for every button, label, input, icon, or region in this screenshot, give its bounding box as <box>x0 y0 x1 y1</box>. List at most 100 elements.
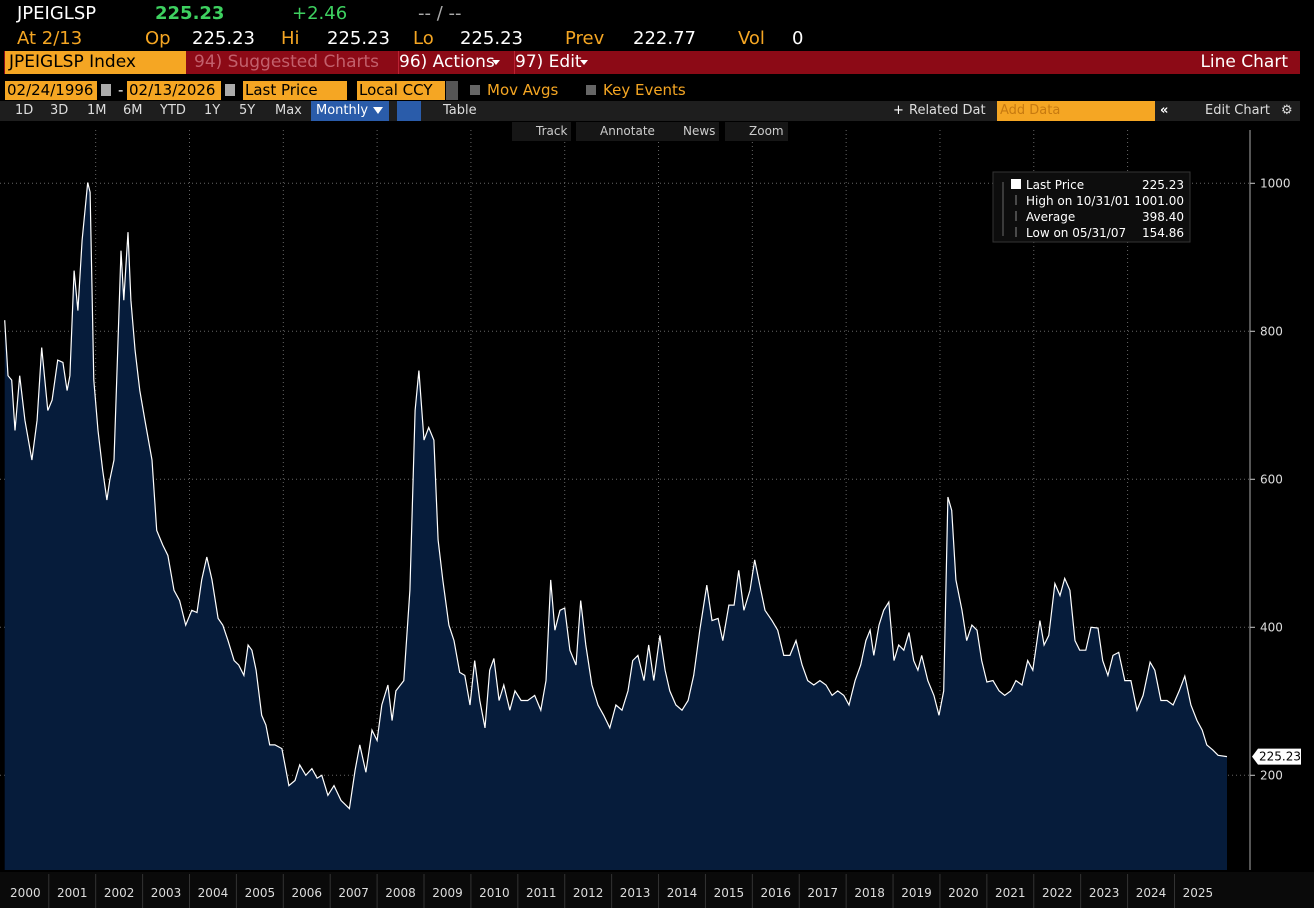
plus-icon: + <box>893 103 904 118</box>
ticker: JPEIGLSP <box>17 3 97 24</box>
legend-label: Average <box>1026 210 1075 224</box>
settings-icon[interactable]: ⚙ <box>1281 103 1293 118</box>
dropdown-icon <box>580 60 588 69</box>
x-tick-label: 2021 <box>995 886 1026 900</box>
change: +2.46 <box>292 3 348 24</box>
legend-label: Low on 05/31/07 <box>1026 226 1126 240</box>
x-tick-label: 2025 <box>1183 886 1214 900</box>
label: Vol <box>738 28 765 49</box>
calendar-icon[interactable] <box>225 84 235 96</box>
x-tick-label: 2019 <box>901 886 932 900</box>
y-tick-label: 1000 <box>1260 176 1291 190</box>
y-tick-label: 600 <box>1260 472 1283 486</box>
x-tick-label: 2020 <box>948 886 979 900</box>
collapse-icon[interactable]: « <box>1160 103 1169 118</box>
legend-box <box>992 171 1191 243</box>
price: 225.23 <box>155 3 225 24</box>
x-tick-label: 2016 <box>761 886 792 900</box>
x-tick-label: 2003 <box>151 886 182 900</box>
range-button[interactable]: 1M <box>87 103 107 118</box>
chart-tool[interactable]: News <box>659 122 720 141</box>
at-date: At 2/13 <box>17 28 83 49</box>
end-date[interactable]: 02/13/2026 <box>127 81 221 100</box>
x-tick-label: 2008 <box>385 886 416 900</box>
chart: 200 400 600 800 1000 2000 2001 2002 2003 2004 2005… <box>0 130 1314 908</box>
security-field[interactable]: JPEIGLSP Index <box>5 51 186 74</box>
x-tick-label: 2017 <box>807 886 838 900</box>
mov-avgs[interactable]: Mov Avgs <box>487 81 559 99</box>
value: 0 <box>792 28 804 49</box>
label: Hi <box>281 28 300 49</box>
range-button[interactable]: YTD <box>160 103 186 118</box>
legend-value: 225.23 <box>1142 178 1184 192</box>
field-select[interactable]: Last Price <box>243 81 347 100</box>
x-tick-label: 2009 <box>432 886 463 900</box>
y-tick-label: 200 <box>1260 768 1283 782</box>
time: -- / -- <box>418 3 462 24</box>
x-tick-label: 2000 <box>10 886 41 900</box>
label: Lo <box>413 28 434 49</box>
checkbox[interactable] <box>470 85 480 95</box>
range-button[interactable]: Max <box>275 103 302 118</box>
chart-tool[interactable]: Track <box>512 122 572 141</box>
value: 225.23 <box>460 28 523 49</box>
edit-chart[interactable]: Edit Chart <box>1205 103 1271 118</box>
period-select[interactable]: Monthly <box>311 101 389 121</box>
legend-value: 1001.00 <box>1134 194 1184 208</box>
x-tick-label: 2011 <box>526 886 557 900</box>
range-button[interactable]: 6M <box>123 103 143 118</box>
legend-label: High on 10/31/01 <box>1026 194 1130 208</box>
x-tick-label: 2004 <box>198 886 229 900</box>
dropdown-icon <box>373 107 383 119</box>
edit-menu[interactable]: 97) Edit <box>514 51 582 74</box>
last-value-label: 225.23 <box>1259 750 1301 764</box>
chart-type[interactable]: Line Chart <box>1200 52 1288 72</box>
suggested-charts[interactable]: 94) Suggested Charts <box>194 52 380 72</box>
range-button[interactable]: 1D <box>15 103 34 118</box>
label: Op <box>145 28 171 49</box>
x-tick-label: 2014 <box>667 886 698 900</box>
legend-value: 154.86 <box>1142 226 1184 240</box>
range-button[interactable]: 1Y <box>204 103 221 118</box>
dash: - <box>118 81 124 99</box>
x-tick-label: 2006 <box>291 886 322 900</box>
x-tick-label: 2012 <box>573 886 604 900</box>
y-tick-label: 800 <box>1260 324 1283 338</box>
range-button[interactable]: 3D <box>50 103 69 118</box>
calendar-icon[interactable] <box>101 84 111 96</box>
related-data[interactable]: Related Dat <box>909 103 986 118</box>
x-tick-label: 2001 <box>57 886 88 900</box>
range-button[interactable]: 5Y <box>239 103 256 118</box>
x-tick-label: 2022 <box>1042 886 1073 900</box>
x-tick-label: 2002 <box>104 886 135 900</box>
area <box>4 182 1228 870</box>
x-tick-label: 2024 <box>1136 886 1167 900</box>
last-value-tag <box>1252 748 1301 765</box>
add-data[interactable]: Add Data <box>997 101 1155 121</box>
legend: Last Price 225.23 High on 10/31/01 1001.00 A… <box>992 171 1191 243</box>
legend-swatch <box>1011 179 1021 189</box>
line <box>4 182 1228 810</box>
chart-tool[interactable]: Zoom <box>725 122 788 141</box>
dropdown-button[interactable] <box>446 81 458 100</box>
legend-label: Last Price <box>1026 178 1084 192</box>
x-tick-label: 2007 <box>338 886 369 900</box>
x-axis-strip <box>0 872 1314 908</box>
toolbar-bar <box>4 51 1300 74</box>
chart-tool[interactable]: Annotate <box>576 122 659 141</box>
key-events[interactable]: Key Events <box>603 81 686 99</box>
label: Prev <box>565 28 605 49</box>
y-tick-label: 400 <box>1260 620 1283 634</box>
checkbox[interactable] <box>586 85 596 95</box>
chart-icon[interactable] <box>397 101 421 121</box>
value: 222.77 <box>633 28 696 49</box>
table-button[interactable]: Table <box>443 103 477 118</box>
value: 225.23 <box>327 28 390 49</box>
x-tick-label: 2005 <box>245 886 276 900</box>
start-date[interactable]: 02/24/1996 <box>5 81 97 100</box>
x-tick-label: 2018 <box>854 886 885 900</box>
currency-select[interactable]: Local CCY <box>357 81 445 100</box>
x-tick-label: 2015 <box>714 886 745 900</box>
actions-menu[interactable]: 96) Actions <box>398 51 495 74</box>
